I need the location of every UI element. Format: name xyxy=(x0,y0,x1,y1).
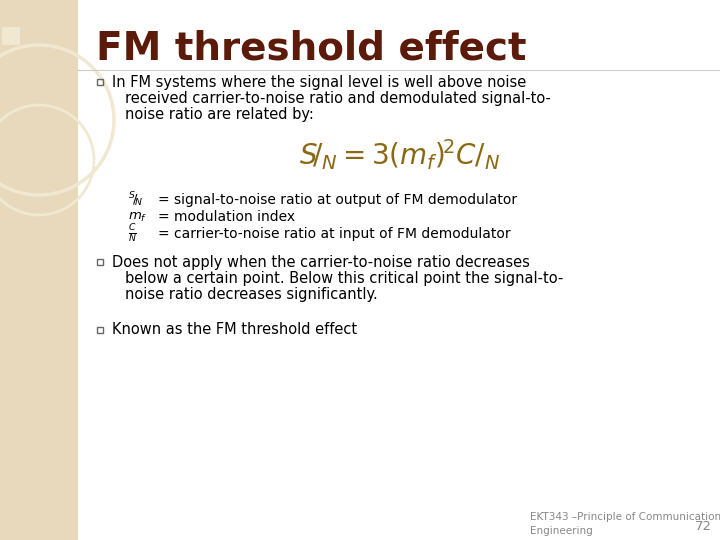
Bar xyxy=(0,0,78,540)
Bar xyxy=(2,27,20,45)
Bar xyxy=(97,327,103,333)
Text: $\mathit{\frac{C}{N}}$: $\mathit{\frac{C}{N}}$ xyxy=(128,223,137,245)
Text: noise ratio are related by:: noise ratio are related by: xyxy=(125,106,314,122)
Text: $\mathit{^S\!/\!_N}$: $\mathit{^S\!/\!_N}$ xyxy=(128,191,143,210)
Text: below a certain point. Below this critical point the signal-to-: below a certain point. Below this critic… xyxy=(125,271,563,286)
Text: received carrier-to-noise ratio and demodulated signal-to-: received carrier-to-noise ratio and demo… xyxy=(125,91,551,105)
Bar xyxy=(97,259,103,265)
Text: In FM systems where the signal level is well above noise: In FM systems where the signal level is … xyxy=(112,75,526,90)
Text: = signal-to-noise ratio at output of FM demodulator: = signal-to-noise ratio at output of FM … xyxy=(158,193,517,207)
Text: 72: 72 xyxy=(695,519,712,532)
Text: FM threshold effect: FM threshold effect xyxy=(96,30,526,68)
Text: $\mathit{S}\!/{_N} = 3\left(\mathit{m_f}\right)^{\!2}\mathit{C}/{_N}$: $\mathit{S}\!/{_N} = 3\left(\mathit{m_f}… xyxy=(300,138,500,172)
Text: noise ratio decreases significantly.: noise ratio decreases significantly. xyxy=(125,287,378,301)
Text: Does not apply when the carrier-to-noise ratio decreases: Does not apply when the carrier-to-noise… xyxy=(112,254,530,269)
Text: = modulation index: = modulation index xyxy=(158,210,295,224)
Bar xyxy=(97,79,103,85)
Text: = carrier-to-noise ratio at input of FM demodulator: = carrier-to-noise ratio at input of FM … xyxy=(158,227,510,241)
Text: $\mathit{m_f}$: $\mathit{m_f}$ xyxy=(128,211,148,224)
Text: Known as the FM threshold effect: Known as the FM threshold effect xyxy=(112,322,357,338)
Text: EKT343 –Principle of Communication
Engineering: EKT343 –Principle of Communication Engin… xyxy=(530,512,720,536)
